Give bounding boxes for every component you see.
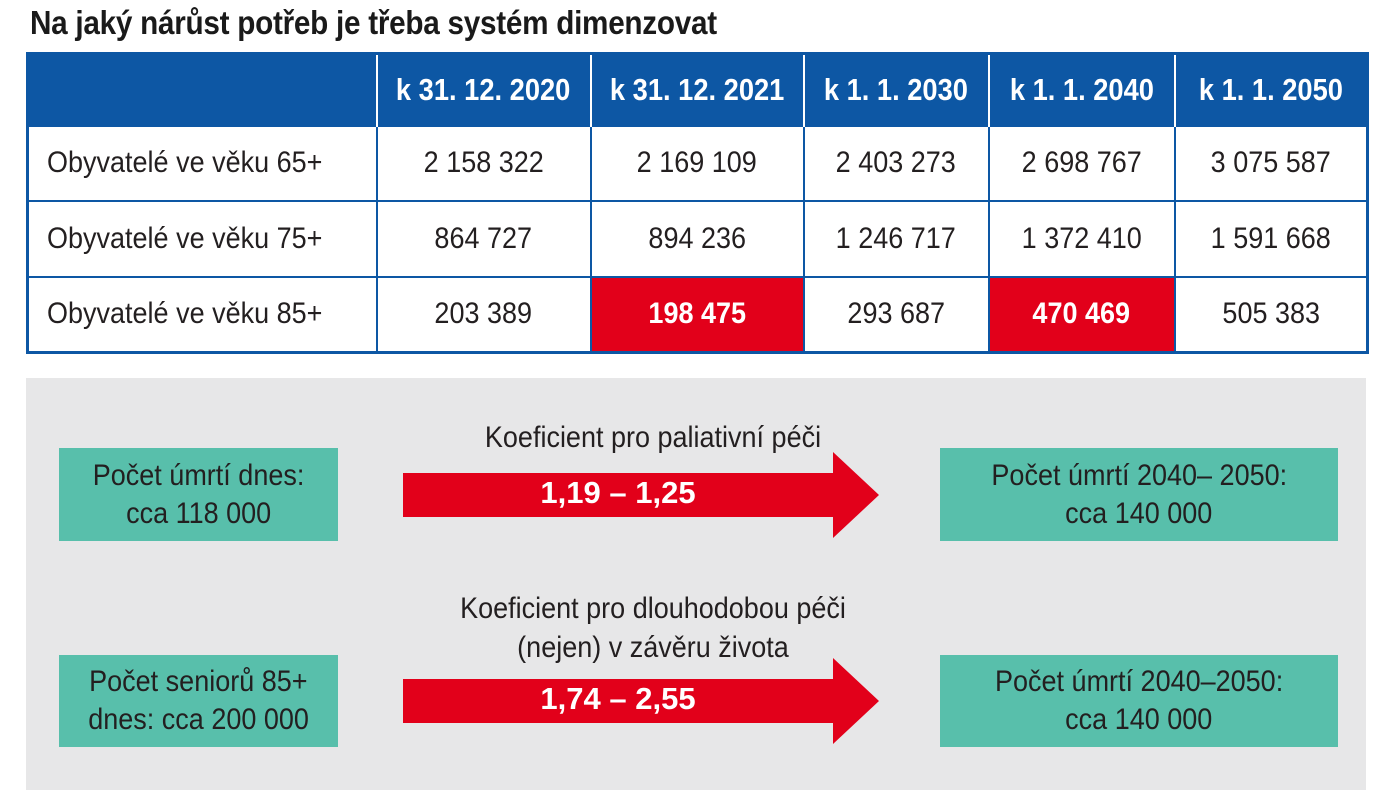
table-cell: 203 389: [375, 275, 591, 353]
table-header-cell: k 1. 1. 2040: [987, 53, 1175, 126]
table-cell: 293 687: [802, 275, 989, 353]
table-row: Obyvatelé ve věku 75+ 864 727 894 236 1 …: [27, 200, 1368, 277]
deaths-2040-2050-box: Počet úmrtí 2040–2050: cca 140 000: [940, 655, 1338, 747]
table-cell: 1 591 668: [1173, 200, 1368, 277]
palliative-coefficient-label: Koeficient pro paliativní péči: [484, 421, 822, 454]
arrow-right-icon: [403, 452, 879, 538]
highlighted-cell: 198 475: [589, 275, 804, 353]
table-cell: 2 698 767: [987, 124, 1175, 202]
table-row: Obyvatelé ve věku 85+ 203 389 198 475 29…: [27, 275, 1368, 353]
table-cell: 2 403 273: [802, 124, 989, 202]
longterm-coefficient-label: Koeficient pro dlouhodobou péči (nejen) …: [460, 592, 846, 664]
table-header-cell: k 31. 12. 2020: [375, 53, 591, 126]
table-cell: 864 727: [375, 200, 591, 277]
coefficient-panel: Počet úmrtí dnes: cca 118 000 Koeficient…: [26, 378, 1366, 790]
deaths-today-box: Počet úmrtí dnes: cca 118 000: [59, 448, 338, 541]
table-cell: 505 383: [1173, 275, 1368, 353]
longterm-coefficient-value: 1,74 – 2,55: [540, 681, 696, 716]
population-table: k 31. 12. 2020 k 31. 12. 2021 k 1. 1. 20…: [26, 52, 1369, 354]
row-label: Obyvatelé ve věku 75+: [27, 200, 377, 277]
deaths-2040-2050-box: Počet úmrtí 2040– 2050: cca 140 000: [940, 448, 1338, 541]
row-label: Obyvatelé ve věku 65+: [27, 124, 377, 202]
table-header-cell: k 1. 1. 2050: [1173, 53, 1368, 126]
table-cell: 3 075 587: [1173, 124, 1368, 202]
page-title: Na jaký nárůst potřeb je třeba systém di…: [30, 4, 717, 41]
table-header-cell: k 1. 1. 2030: [802, 53, 989, 126]
arrow-right-icon: [403, 658, 879, 744]
table-cell: 894 236: [589, 200, 804, 277]
table-header-cell: k 31. 12. 2021: [589, 53, 804, 126]
table-header-corner: [27, 53, 377, 126]
row-label: Obyvatelé ve věku 85+: [27, 275, 377, 353]
table-cell: 1 372 410: [987, 200, 1175, 277]
table-header-row: k 31. 12. 2020 k 31. 12. 2021 k 1. 1. 20…: [27, 53, 1368, 126]
table-cell: 1 246 717: [802, 200, 989, 277]
table-cell: 2 158 322: [375, 124, 591, 202]
seniors-today-box: Počet seniorů 85+ dnes: cca 200 000: [59, 655, 338, 747]
table-row: Obyvatelé ve věku 65+ 2 158 322 2 169 10…: [27, 124, 1368, 202]
highlighted-cell: 470 469: [987, 275, 1175, 353]
table-cell: 2 169 109: [589, 124, 804, 202]
palliative-coefficient-value: 1,19 – 1,25: [540, 475, 696, 510]
